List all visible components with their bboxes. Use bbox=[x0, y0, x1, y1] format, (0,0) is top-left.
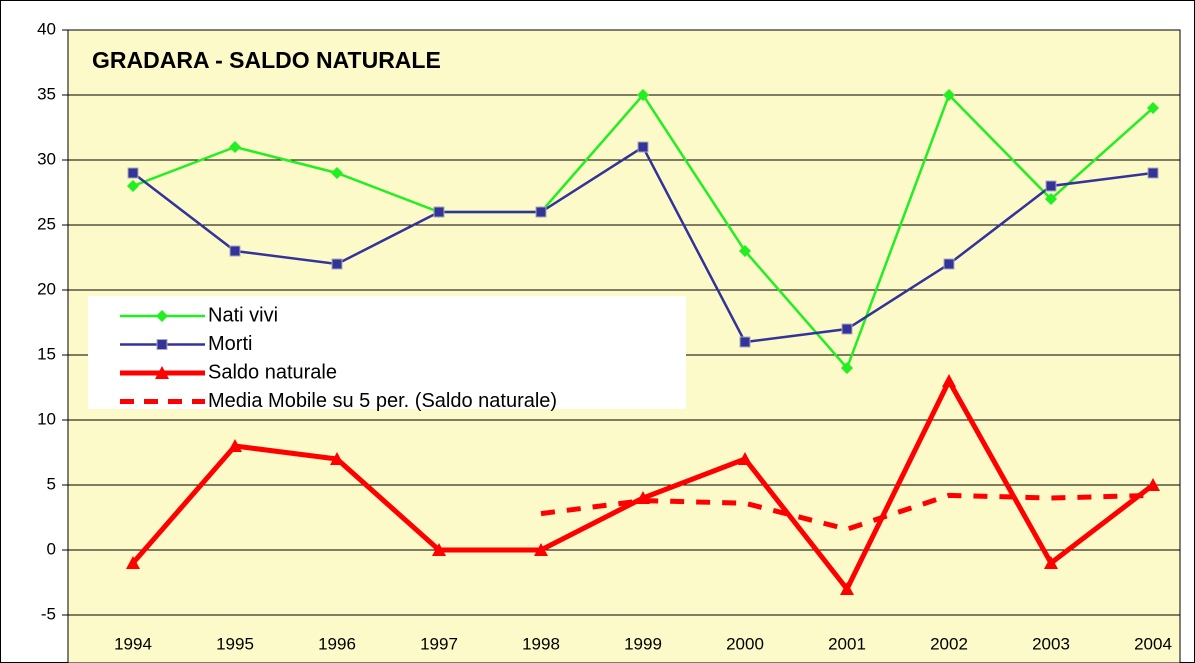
marker bbox=[228, 439, 242, 452]
marker bbox=[155, 366, 169, 379]
x-tick-label: 1997 bbox=[420, 634, 458, 653]
marker bbox=[126, 556, 140, 569]
x-tick-label: 1995 bbox=[216, 634, 254, 653]
marker bbox=[739, 336, 751, 348]
marker bbox=[1045, 193, 1057, 205]
y-tick-label: 15 bbox=[37, 344, 56, 363]
x-tick-label: 2004 bbox=[1134, 634, 1172, 653]
legend-label: Nati vivi bbox=[208, 304, 278, 326]
x-tick-label: 1999 bbox=[624, 634, 662, 653]
x-tick-label: 1996 bbox=[318, 634, 356, 653]
marker bbox=[127, 180, 139, 192]
marker bbox=[433, 206, 445, 218]
marker bbox=[841, 362, 853, 374]
x-tick-label: 2000 bbox=[726, 634, 764, 653]
marker bbox=[156, 339, 168, 350]
marker bbox=[432, 543, 446, 556]
marker bbox=[637, 141, 649, 153]
y-tick-label: -5 bbox=[41, 604, 56, 623]
marker bbox=[229, 141, 241, 153]
y-tick-label: 30 bbox=[37, 149, 56, 168]
marker bbox=[1147, 167, 1159, 179]
y-tick-label: 0 bbox=[47, 539, 56, 558]
y-tick-label: 35 bbox=[37, 84, 56, 103]
legend-label: Saldo naturale bbox=[208, 361, 337, 383]
y-tick-label: 5 bbox=[47, 474, 56, 493]
y-tick-label: 25 bbox=[37, 214, 56, 233]
marker bbox=[331, 167, 343, 179]
marker bbox=[943, 89, 955, 101]
y-tick-label: 20 bbox=[37, 279, 56, 298]
marker bbox=[1044, 556, 1058, 569]
marker bbox=[534, 543, 548, 556]
marker bbox=[1146, 478, 1160, 491]
marker bbox=[1045, 180, 1057, 192]
y-tick-label: 10 bbox=[37, 409, 56, 428]
marker bbox=[127, 167, 139, 179]
x-tick-label: 2001 bbox=[828, 634, 866, 653]
x-tick-label: 2003 bbox=[1032, 634, 1070, 653]
marker bbox=[330, 452, 344, 465]
marker bbox=[739, 245, 751, 257]
marker bbox=[840, 582, 854, 595]
x-tick-label: 1994 bbox=[114, 634, 152, 653]
marker bbox=[1147, 102, 1159, 114]
legend-label: Morti bbox=[208, 333, 252, 355]
marker bbox=[943, 258, 955, 270]
marker bbox=[535, 206, 547, 218]
marker bbox=[738, 452, 752, 465]
legend-label: Media Mobile su 5 per. (Saldo naturale) bbox=[208, 390, 557, 412]
x-tick-label: 1998 bbox=[522, 634, 560, 653]
marker bbox=[331, 258, 343, 270]
chart-title: GRADARA - SALDO NATURALE bbox=[92, 47, 441, 73]
x-tick-label: 2002 bbox=[930, 634, 968, 653]
marker bbox=[841, 323, 853, 335]
marker bbox=[637, 89, 649, 101]
marker bbox=[942, 374, 956, 387]
marker bbox=[229, 245, 241, 257]
marker bbox=[156, 310, 168, 322]
y-tick-label: 40 bbox=[37, 19, 56, 38]
